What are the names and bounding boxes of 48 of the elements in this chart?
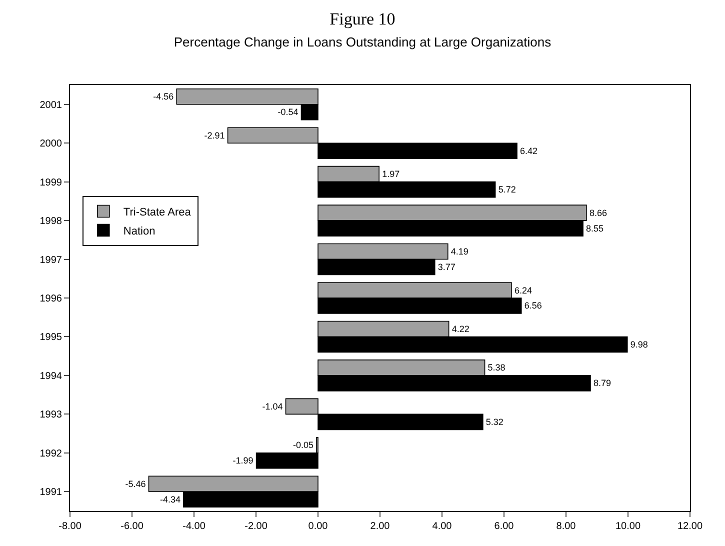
y-tick-label: 1994 <box>40 370 62 382</box>
data-label: 9.98 <box>630 339 648 350</box>
data-label: 5.32 <box>486 416 504 427</box>
data-label: 8.55 <box>586 223 604 234</box>
data-label: -0.54 <box>278 107 298 118</box>
y-tick-label: 1992 <box>40 448 62 460</box>
data-label: 3.77 <box>438 262 456 272</box>
data-label: -2.91 <box>204 130 225 140</box>
y-tick-label: 1995 <box>40 332 62 344</box>
x-tick-label: 6.00 <box>494 521 514 532</box>
data-label: -1.99 <box>232 456 254 466</box>
x-tick-label: 10.00 <box>615 521 641 532</box>
y-tick-label: 2001 <box>40 100 62 111</box>
x-tick-label: 2.00 <box>370 521 390 532</box>
x-tick-label: 8.00 <box>556 521 576 532</box>
data-label: -0.05 <box>292 440 314 450</box>
data-label: -1.04 <box>262 401 283 412</box>
x-tick-label: -2.00 <box>244 521 268 532</box>
data-label: 1.97 <box>382 169 400 180</box>
x-tick-label: -4.00 <box>182 521 206 532</box>
chart-subtitle: Percentage Change in Loans Outstanding at Large Organizations <box>174 34 552 50</box>
data-label: -4.34 <box>160 494 180 504</box>
y-tick-label: 1999 <box>40 177 62 188</box>
x-tick-label: 4.00 <box>432 521 452 532</box>
data-label: 5.72 <box>498 184 516 195</box>
data-label: 4.22 <box>452 324 470 334</box>
y-tick-label: 2000 <box>40 138 62 150</box>
legend-label: Nation <box>123 226 156 238</box>
chart-title: Figure 10 <box>330 10 396 29</box>
x-tick-label: 12.00 <box>677 521 703 532</box>
legend-label: Tri-State Area <box>123 206 192 219</box>
data-label: 6.56 <box>524 300 542 311</box>
data-label: 8.66 <box>589 208 607 218</box>
y-tick-label: 1991 <box>40 487 62 498</box>
data-label: 5.38 <box>488 362 506 373</box>
data-label: 8.79 <box>593 378 612 388</box>
x-tick-label: -8.00 <box>58 521 82 532</box>
data-label: 6.24 <box>514 285 532 296</box>
y-tick-label: 1997 <box>40 254 62 266</box>
y-tick-label: 1996 <box>40 294 62 304</box>
y-tick-label: 1993 <box>40 410 62 421</box>
x-tick-label: -6.00 <box>120 521 144 532</box>
data-label: -5.46 <box>125 478 146 489</box>
data-label: 6.42 <box>520 146 538 156</box>
data-label: -4.56 <box>153 92 174 102</box>
y-tick-label: 1998 <box>40 216 62 228</box>
x-tick-label: 0.00 <box>308 521 328 532</box>
data-label: 4.19 <box>450 246 468 257</box>
